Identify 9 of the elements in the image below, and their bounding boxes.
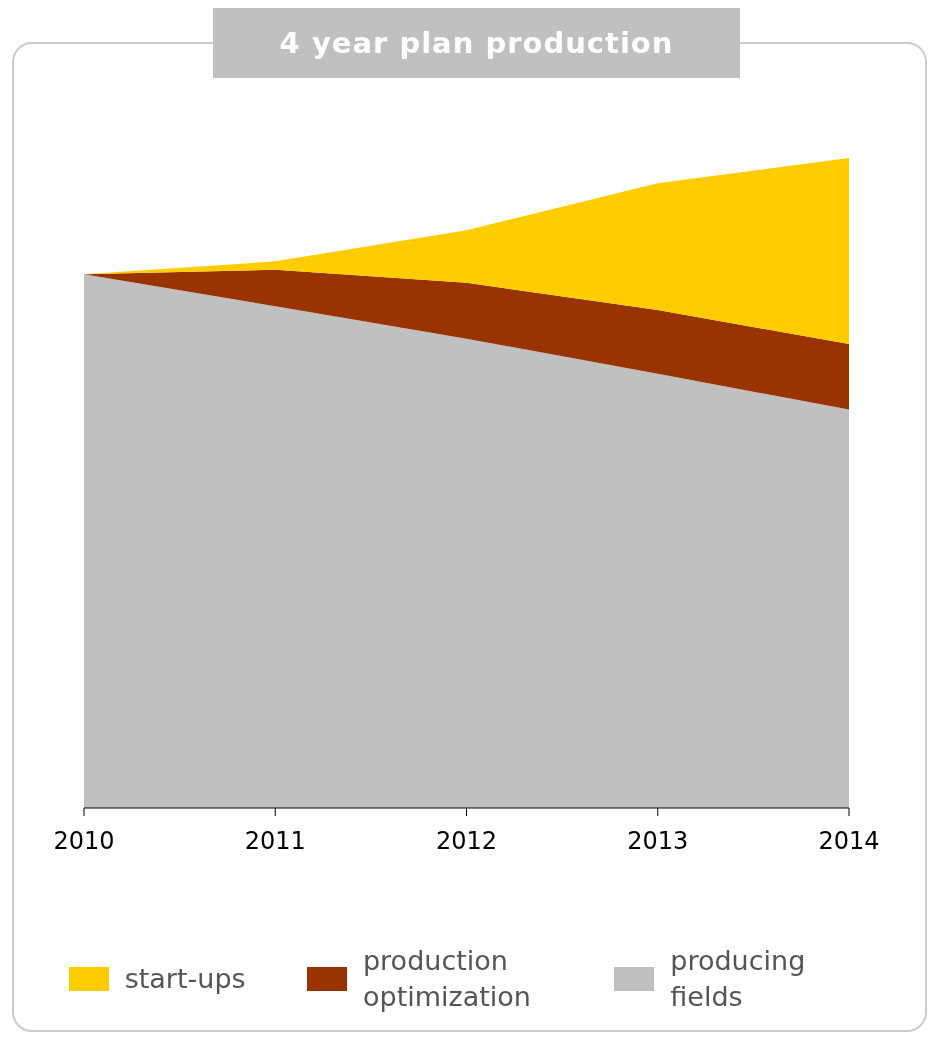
x-tick-label: 2010 bbox=[53, 827, 115, 856]
x-tick-label: 2011 bbox=[244, 827, 306, 856]
x-tick-label: 2014 bbox=[818, 827, 880, 856]
legend-label: production optimization bbox=[362, 944, 532, 1014]
legend-label: producing fields bbox=[670, 944, 807, 1014]
legend-label: start-ups bbox=[124, 962, 246, 996]
chart-title: 4 year plan production bbox=[213, 8, 740, 78]
x-tick-label: 2013 bbox=[627, 827, 689, 856]
x-tick-label: 2012 bbox=[435, 827, 498, 856]
